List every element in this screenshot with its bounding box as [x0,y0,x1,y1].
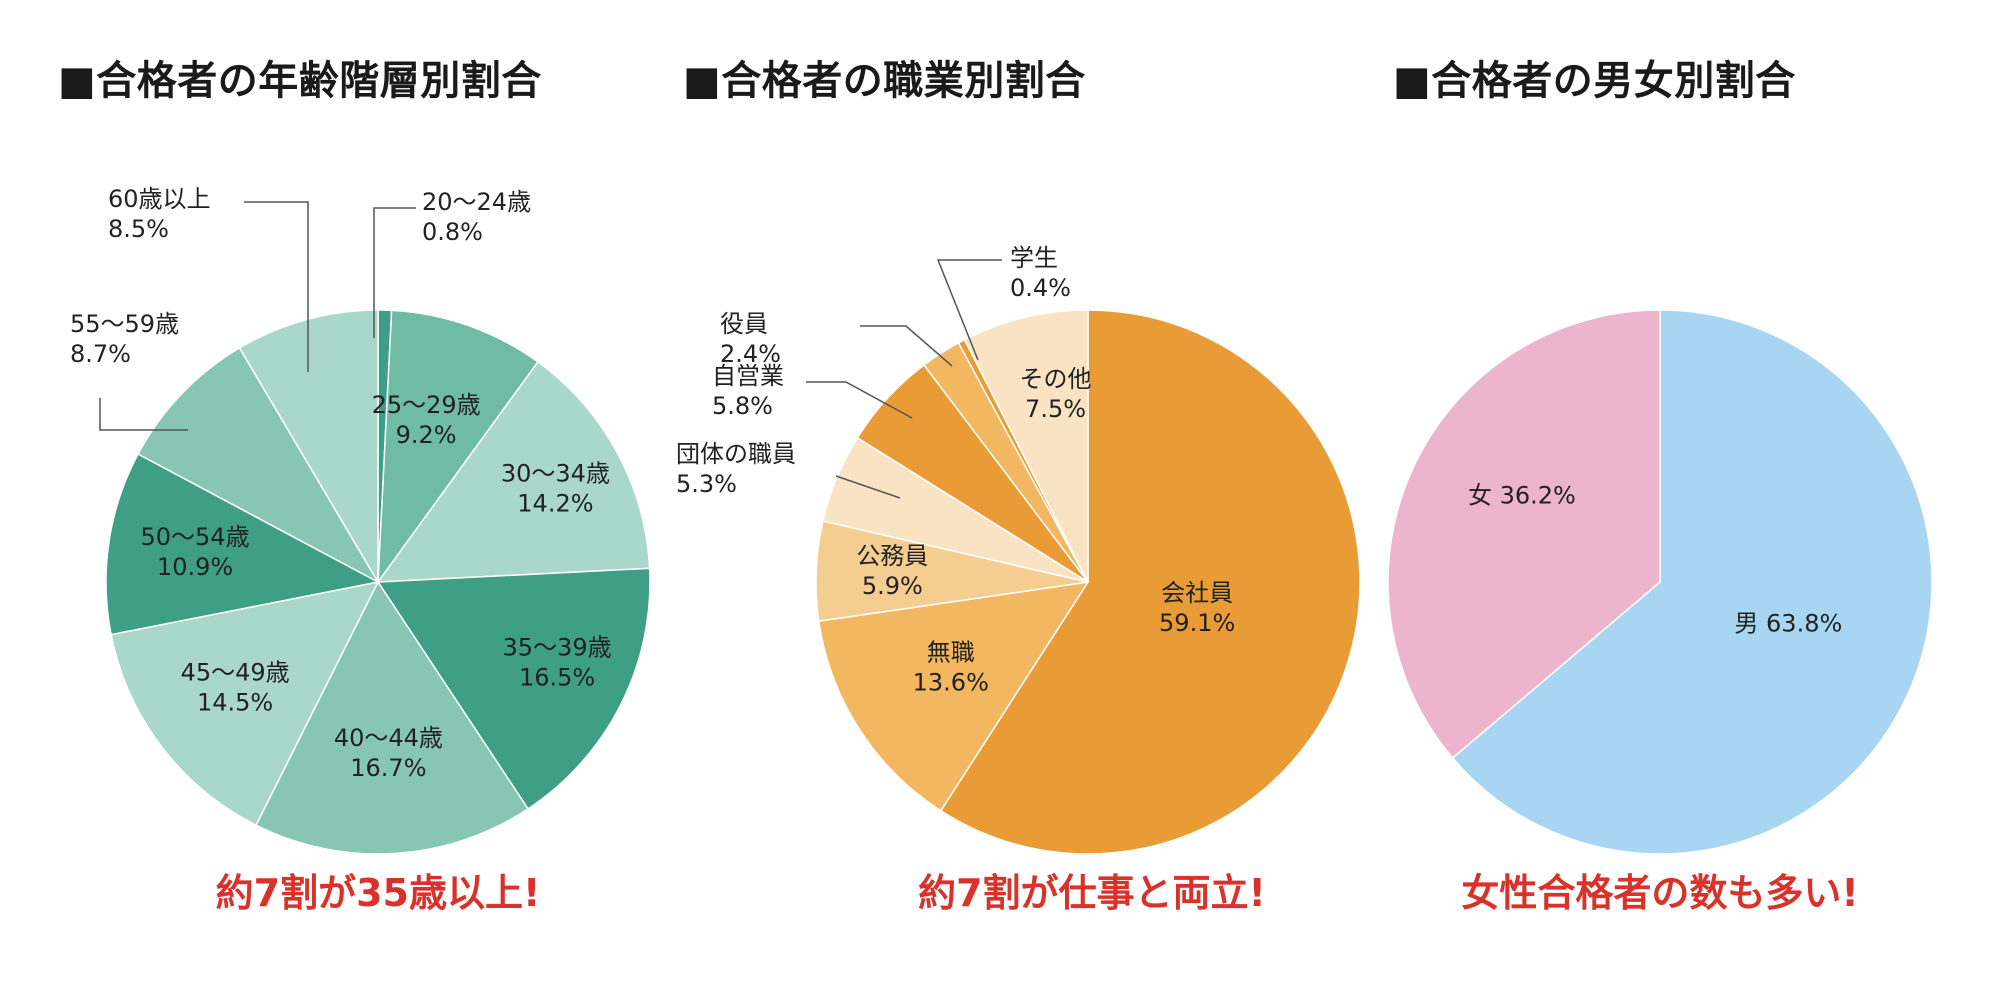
caption-occupation: 約7割が仕事と両立! [918,871,1266,915]
pie-slice [110,580,380,827]
slice-category: 20〜24歳 [422,188,531,216]
slice-value: 0.8% [422,218,483,246]
chart-title-occupation: ■合格者の職業別割合 [683,58,1086,104]
slice-value: 8.7% [70,340,131,368]
slice-value: 10.9% [157,553,233,581]
slices [815,309,1361,855]
slice-category: 60歳以上 [108,185,211,213]
slice-label: 35〜39歳 16.5% [503,633,612,691]
slice-value: 14.2% [517,489,593,517]
slice-value: 8.5% [108,215,169,243]
labels: 会社員 59.1%無職 13.6%公務員 5.9%団体の職員 5.3%自営業 5.8%役員… [676,244,1235,696]
leader-line [373,207,416,338]
slice-category: 40〜44歳 [334,724,443,752]
pie-chart-occupation: 会社員 59.1%無職 13.6%公務員 5.9%団体の職員 5.3%自営業 5.8%役員… [676,244,1361,855]
slice-category: 役員 [720,310,768,338]
pie-slice [137,346,381,584]
slice-value: 14.5% [197,689,273,717]
slice-label: 女 36.2% [1468,481,1576,509]
pie-chart-gender: 男 63.8% 女 36.2% [1387,309,1933,855]
slice-value: 0.4% [1010,274,1071,302]
slice-value: 5.8% [712,392,773,420]
slice-category: 公務員 [856,542,928,570]
slice-label: 役員 2.4% [720,310,781,368]
slice-value: 59.1% [1159,609,1235,637]
slice-category: 学生 [1010,244,1058,272]
slice-value: 7.5% [1025,395,1086,423]
labels: 男 63.8% 女 36.2% [1468,481,1842,637]
pie-slice [255,580,530,855]
slice-label: 公務員 5.9% [856,542,928,600]
pie-slice [377,309,539,585]
pie-slice [1451,309,1933,855]
leader-line [806,381,913,419]
leader-line [860,325,953,367]
slice-label: 会社員 59.1% [1159,579,1235,637]
slice-category: 45〜49歳 [181,659,290,687]
slice-value: 2.4% [720,340,781,368]
slice-label: 団体の職員 5.3% [676,440,796,498]
slice-label: 学生 0.4% [1010,244,1071,302]
slice-category: 自営業 [712,362,784,390]
pie-slice [238,309,379,585]
slice-category: 会社員 [1161,579,1233,607]
slice-label: 50〜54歳 10.9% [141,523,250,581]
chart-title-gender: ■合格者の男女別割合 [1393,58,1796,104]
slice-label: 25〜29歳 9.2% [372,391,481,449]
leader-line [936,259,1002,361]
leader-line [835,475,901,499]
slice-category: その他 [1020,365,1092,393]
pie-slice [376,567,651,810]
slice-category: 30〜34歳 [501,459,610,487]
slice-label: その他 7.5% [1020,365,1092,423]
slice-label: 自営業 5.8% [712,362,784,420]
slice-category: 女 36.2% [1468,481,1576,509]
pie-slice [1387,309,1661,760]
slice-label: 30〜34歳 14.2% [501,459,610,517]
slice-label: 45〜49歳 14.5% [181,659,290,717]
slice-label: 男 63.8% [1734,609,1842,637]
slice-value: 16.5% [519,663,595,691]
slice-label: 55〜59歳 8.7% [70,310,179,368]
chart-title-age: ■合格者の年齢階層別割合 [58,58,542,104]
slice-value: 5.3% [676,470,737,498]
slice-category: 35〜39歳 [503,633,612,661]
slice-value: 16.7% [350,754,426,782]
slices [1387,309,1933,855]
slice-label: 無職 13.6% [913,638,989,696]
pie-slice [817,581,1090,812]
slice-category: 25〜29歳 [372,391,481,419]
caption-age: 約7割が35歳以上! [215,871,541,915]
slice-label: 20〜24歳 0.8% [422,188,531,246]
slice-category: 無職 [927,638,975,666]
slice-category: 50〜54歳 [141,523,250,551]
pie-chart-age: 20〜24歳 0.8%25〜29歳 9.2%30〜34歳 14.2%35〜39歳 16.… [70,185,651,855]
leader-line [244,201,309,372]
labels: 20〜24歳 0.8%25〜29歳 9.2%30〜34歳 14.2%35〜39歳 16.… [70,185,612,782]
slice-category: 団体の職員 [676,440,796,468]
slice-value: 5.9% [862,572,923,600]
pie-slice [376,360,651,583]
slice-value: 13.6% [913,668,989,696]
slice-label: 40〜44歳 16.7% [334,724,443,782]
caption-gender: 女性合格者の数も多い! [1461,871,1859,915]
leader-line [99,398,188,431]
slice-value: 9.2% [396,421,457,449]
slice-category: 55〜59歳 [70,310,179,338]
slice-category: 男 63.8% [1734,609,1842,637]
slices [105,309,651,855]
pie-slice [105,452,381,636]
slice-label: 60歳以上 8.5% [108,185,211,243]
pie-slice [939,309,1361,855]
